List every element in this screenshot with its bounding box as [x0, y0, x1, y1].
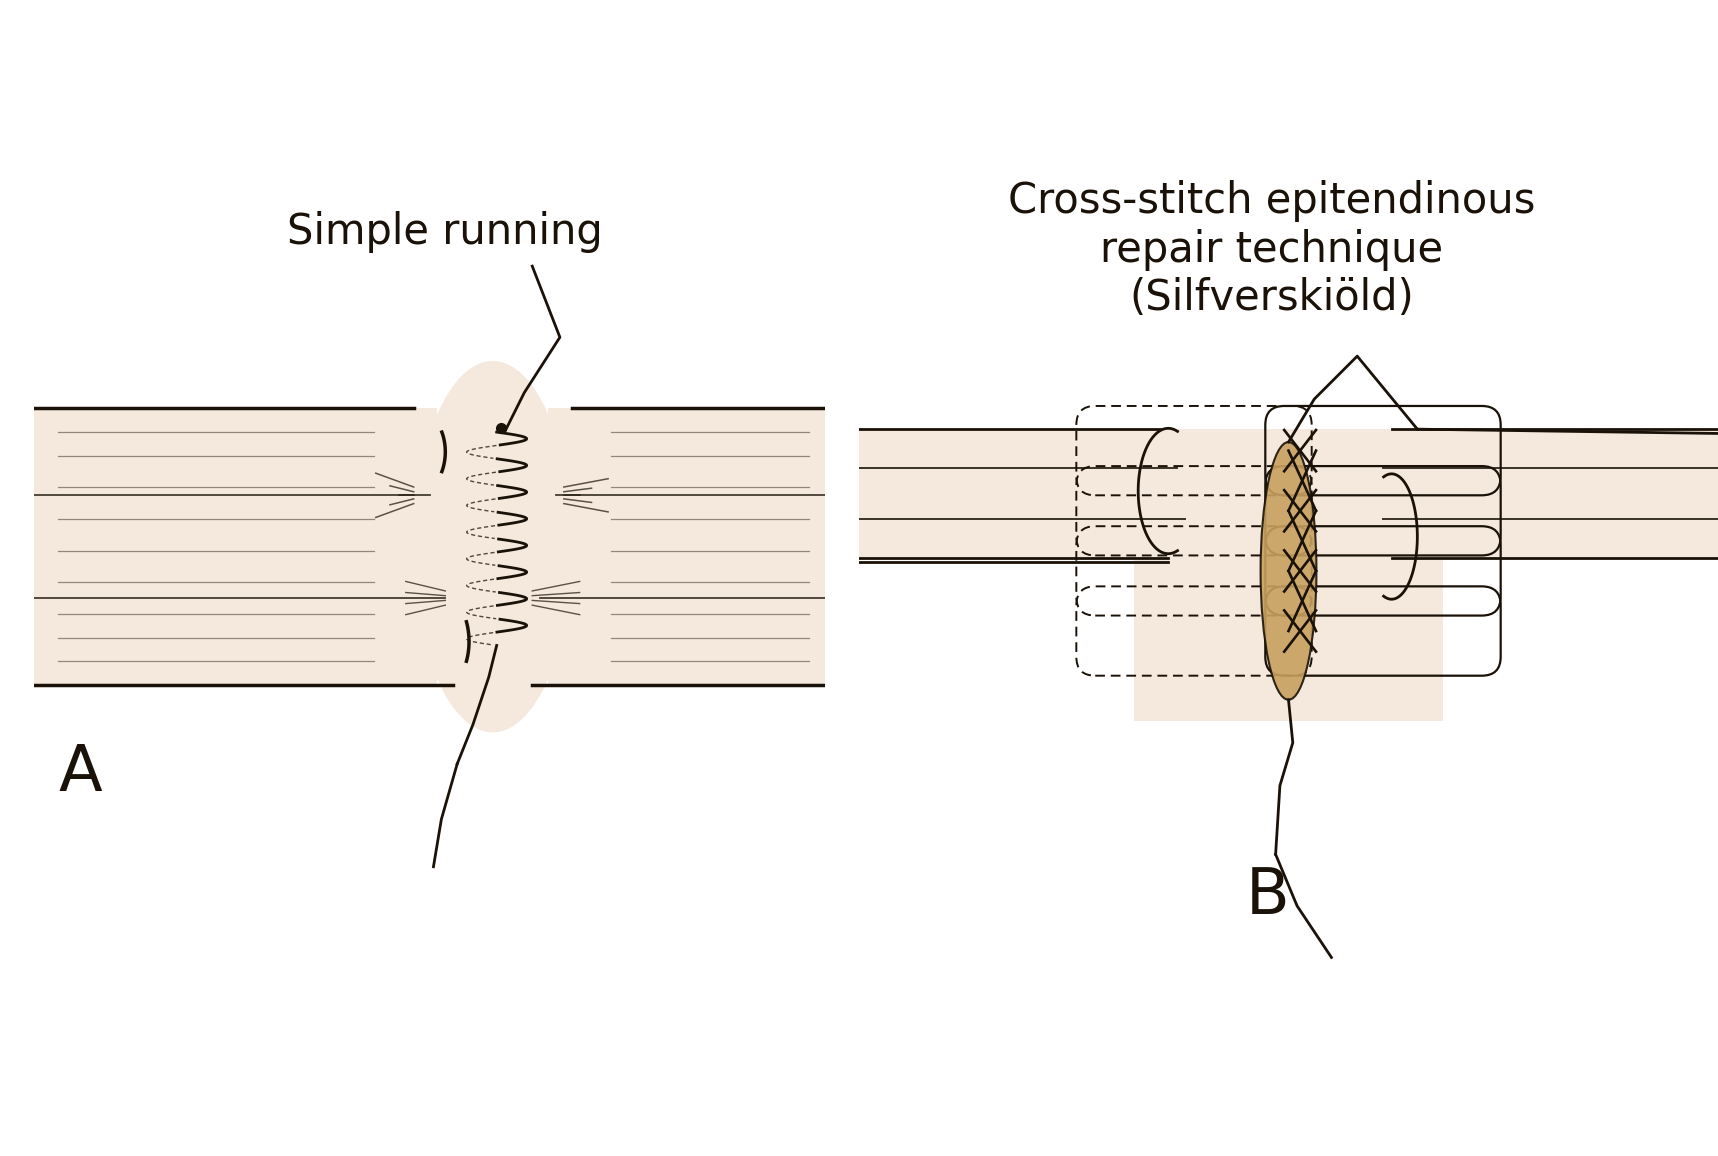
Text: Simple running: Simple running: [287, 210, 603, 253]
Text: Cross-stitch epitendinous
repair technique
(Silfverskiöld): Cross-stitch epitendinous repair techniq…: [1008, 180, 1534, 319]
Text: B: B: [1246, 866, 1288, 927]
Ellipse shape: [1261, 442, 1316, 699]
Bar: [1392, 429, 1718, 558]
Bar: [859, 429, 1160, 558]
Bar: [548, 408, 825, 686]
Text: A: A: [58, 741, 101, 803]
Bar: [1134, 429, 1443, 721]
Ellipse shape: [414, 361, 572, 733]
Bar: [34, 408, 438, 686]
